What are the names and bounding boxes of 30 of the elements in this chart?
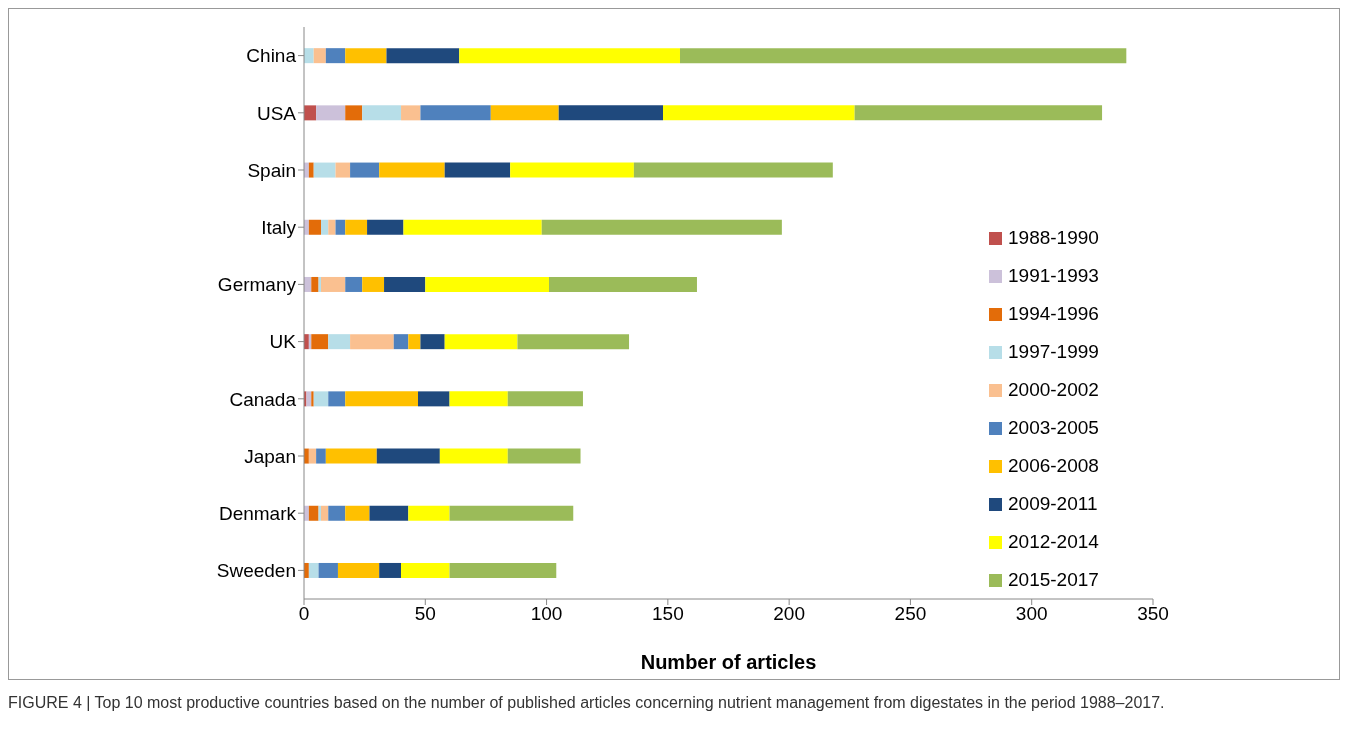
legend-label: 1997-1999: [1008, 340, 1099, 364]
y-tick-label: Sweeden: [216, 560, 296, 582]
x-tick-label: 150: [652, 603, 684, 625]
x-axis-title: Number of articles: [640, 651, 817, 673]
legend-label: 2006-2008: [1008, 454, 1099, 478]
legend-label: 1994-1996: [1008, 302, 1099, 326]
y-tick-label: UK: [269, 331, 297, 353]
legend-label: 1991-1993: [1008, 264, 1099, 288]
legend-label: 2012-2014: [1008, 530, 1099, 554]
y-tick-label: China: [246, 45, 297, 67]
y-tick-label: Canada: [229, 388, 297, 410]
x-tick-label: 300: [1015, 603, 1048, 625]
x-tick-label: 0: [298, 603, 310, 625]
y-tick-label: USA: [256, 102, 297, 124]
x-tick-label: 100: [530, 603, 563, 625]
legend-label: 2009-2011: [1008, 492, 1098, 516]
y-tick-label: Denmark: [218, 502, 297, 524]
x-tick-label: 250: [894, 603, 927, 625]
y-tick-label: Japan: [244, 445, 296, 467]
legend-label: 2015-2017: [1008, 568, 1099, 592]
y-tick-label: Italy: [261, 216, 297, 238]
legend-label: 1988-1990: [1008, 226, 1099, 250]
legend-label: 2000-2002: [1008, 378, 1099, 402]
caption: FIGURE 4 | Top 10 most productive countries based on the number of published articles concerning nutrient management from digestates in the period 1988–2017.: [8, 694, 1166, 712]
legend-label: 2003-2005: [1008, 416, 1099, 440]
y-tick-label: Germany: [217, 274, 297, 296]
x-tick-label: 200: [773, 603, 805, 625]
x-tick-label: 350: [1137, 603, 1169, 625]
y-tick-label: Spain: [247, 159, 296, 181]
x-tick-label: 50: [414, 603, 436, 625]
